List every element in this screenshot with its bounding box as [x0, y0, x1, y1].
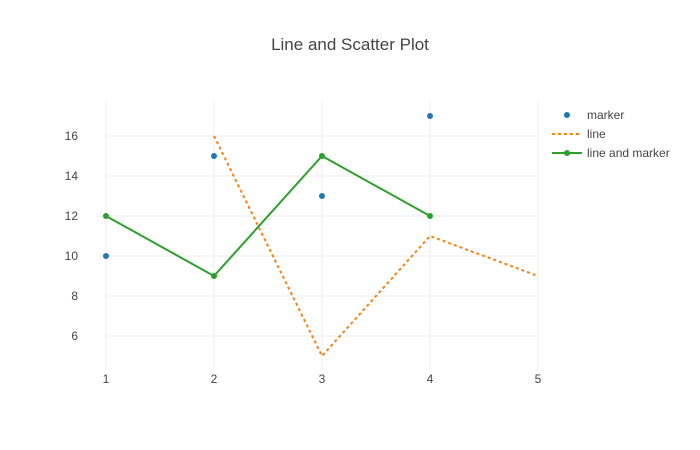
data-point-line-and-marker[interactable]	[211, 273, 217, 279]
y-tick-label: 10	[65, 249, 79, 263]
x-tick-label: 1	[103, 372, 110, 386]
legend-marker-swatch	[564, 112, 570, 118]
x-tick-label: 5	[535, 372, 542, 386]
y-tick-label: 6	[71, 329, 78, 343]
y-tick-label: 12	[65, 209, 79, 223]
x-tick-label: 3	[319, 372, 326, 386]
series-line-line-and-marker	[105, 155, 431, 277]
y-tick-label: 16	[65, 129, 79, 143]
legend-label: line	[587, 127, 606, 141]
data-point-marker[interactable]	[211, 153, 217, 159]
grid-lines	[105, 100, 539, 370]
legend-item-line[interactable]: line	[552, 127, 606, 141]
data-point-marker[interactable]	[103, 253, 109, 259]
y-tick-label: 14	[65, 169, 79, 183]
data-point-marker[interactable]	[427, 113, 433, 119]
data-point-line-and-marker[interactable]	[427, 213, 433, 219]
data-point-line-and-marker[interactable]	[319, 153, 325, 159]
x-tick-label: 4	[427, 372, 434, 386]
data-point-line-and-marker[interactable]	[103, 213, 109, 219]
x-tick-label: 2	[211, 372, 218, 386]
legend-label: marker	[587, 108, 624, 122]
series-layer	[103, 113, 539, 357]
data-point-marker[interactable]	[319, 193, 325, 199]
legend-marker-swatch	[564, 150, 570, 156]
legend-item-marker[interactable]: marker	[564, 108, 624, 122]
y-tick-label: 8	[71, 289, 78, 303]
legend-item-line-and-marker[interactable]: line and marker	[552, 146, 670, 160]
legend-label: line and marker	[587, 146, 670, 160]
legend[interactable]: marker line line and marker	[552, 108, 670, 160]
chart-title: Line and Scatter Plot	[271, 35, 429, 54]
series-line-line	[213, 135, 539, 357]
